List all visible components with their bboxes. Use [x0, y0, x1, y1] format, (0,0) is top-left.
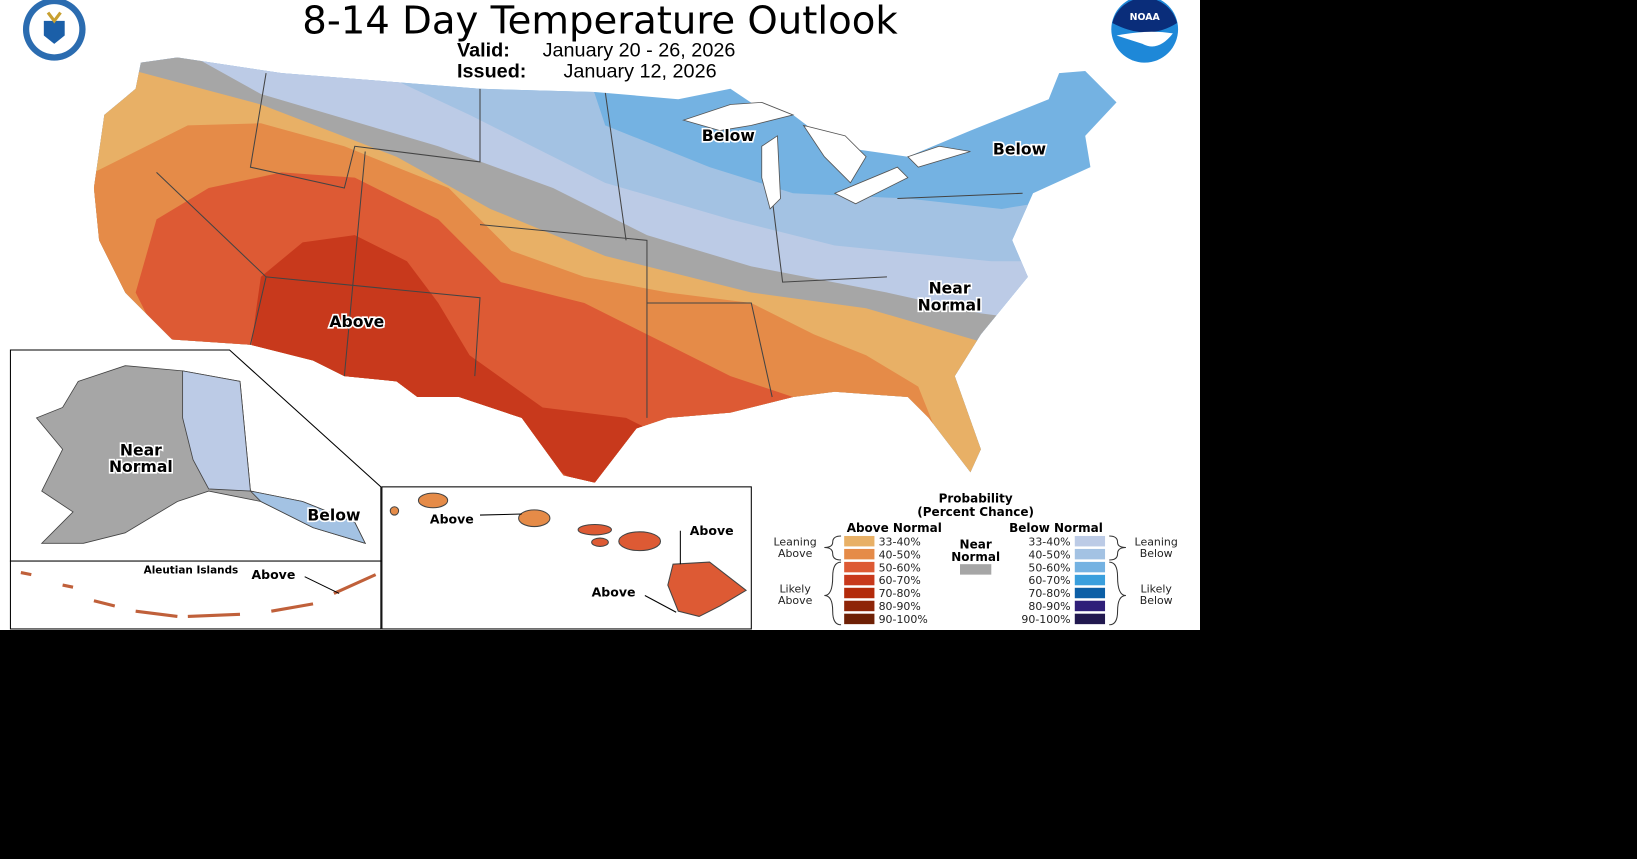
- hawaii-inset: Above Above Above: [381, 486, 752, 630]
- leaning-below-label-1: Leaning: [1135, 535, 1178, 548]
- conus-near-normal-label-2: Normal: [918, 295, 982, 314]
- below-range-label: 70-80%: [1028, 587, 1070, 600]
- above-swatch-50-60%: [844, 561, 875, 573]
- below-range-label: 80-90%: [1028, 600, 1070, 613]
- above-range-label: 60-70%: [879, 574, 921, 587]
- below-range-label: 40-50%: [1028, 548, 1070, 561]
- below-normal-header: Below Normal: [1009, 521, 1103, 535]
- above-range-label: 80-90%: [879, 600, 921, 613]
- aleutian-inset: Aleutian Islands Above: [9, 560, 382, 630]
- aleutian-above-label: Above: [251, 567, 295, 582]
- issued-label: Issued:: [457, 60, 526, 82]
- alaska-near-normal-label-1: Near: [120, 441, 162, 460]
- above-swatch-90-100%: [844, 613, 875, 625]
- alaska-below-label: Below: [307, 505, 360, 524]
- noaa-logo: NOAA: [1111, 0, 1179, 63]
- page-title: 8-14 Day Temperature Outlook: [302, 0, 898, 43]
- below-swatch-40-50%: [1074, 548, 1106, 560]
- below-range-label: 60-70%: [1028, 574, 1070, 587]
- zone-above-60-70: [250, 235, 668, 483]
- conus-below-northeast-label: Below: [993, 140, 1046, 159]
- issued-date: January 12, 2026: [563, 60, 716, 82]
- below-swatch-80-90%: [1074, 600, 1106, 612]
- hawaii-above-label-3: Above: [592, 585, 636, 600]
- leaning-above-label-2: Above: [778, 547, 813, 560]
- legend-title-1: Probability: [939, 492, 1013, 506]
- near-normal-label-2: Normal: [951, 550, 1000, 564]
- below-swatch-70-80%: [1074, 587, 1106, 599]
- above-range-label: 40-50%: [879, 548, 921, 561]
- below-swatch-60-70%: [1074, 574, 1106, 586]
- aleutian-islands-title: Aleutian Islands: [144, 565, 239, 577]
- commerce-seal-logo: [22, 0, 86, 61]
- above-normal-header: Above Normal: [847, 521, 942, 535]
- above-swatch-40-50%: [844, 548, 875, 560]
- above-range-label: 90-100%: [879, 613, 928, 626]
- likely-below-label-2: Below: [1140, 594, 1173, 607]
- hawaii-above-label-1: Above: [430, 511, 474, 526]
- conus-map: [93, 57, 1117, 483]
- great-lakes: [682, 101, 971, 210]
- likely-above-label-2: Above: [778, 594, 813, 607]
- near-normal-swatch: [960, 564, 992, 575]
- outlook-map-panel: NOAA 8-14 Day Temperature Outlook Valid:…: [0, 0, 1200, 630]
- above-swatch-60-70%: [844, 574, 875, 586]
- above-swatch-80-90%: [844, 600, 875, 612]
- above-range-label: 33-40%: [879, 535, 921, 548]
- above-range-label: 50-60%: [879, 561, 921, 574]
- outlook-map: NOAA 8-14 Day Temperature Outlook Valid:…: [9, 0, 1179, 630]
- probability-legend: Probability (Percent Chance) Above Norma…: [774, 492, 1178, 627]
- below-range-label: 90-100%: [1021, 613, 1070, 626]
- likely-above-label-1: Likely: [779, 582, 811, 595]
- below-swatch-90-100%: [1074, 613, 1106, 625]
- valid-label: Valid:: [457, 39, 510, 61]
- below-swatch-50-60%: [1074, 561, 1106, 573]
- leaning-above-label-1: Leaning: [774, 535, 817, 548]
- leaning-below-label-2: Below: [1140, 547, 1173, 560]
- above-range-label: 70-80%: [879, 587, 921, 600]
- above-swatch-33-40%: [844, 535, 875, 547]
- legend-title-2: (Percent Chance): [917, 505, 1034, 519]
- above-swatch-70-80%: [844, 587, 875, 599]
- noaa-logo-text: NOAA: [1130, 12, 1161, 23]
- conus-above-label: Above: [329, 312, 384, 331]
- conus-below-midwest-label: Below: [702, 126, 755, 145]
- hawaii-above-label-2: Above: [690, 523, 734, 538]
- conus-near-normal-label-1: Near: [929, 279, 971, 298]
- alaska-inset: Near Normal Below: [9, 349, 382, 562]
- likely-below-label-1: Likely: [1140, 582, 1172, 595]
- alaska-near-normal-label-2: Normal: [109, 457, 173, 476]
- valid-date: January 20 - 26, 2026: [543, 39, 736, 61]
- below-swatch-33-40%: [1074, 535, 1106, 547]
- near-normal-label-1: Near: [960, 538, 992, 552]
- below-range-label: 50-60%: [1028, 561, 1070, 574]
- below-range-label: 33-40%: [1028, 535, 1070, 548]
